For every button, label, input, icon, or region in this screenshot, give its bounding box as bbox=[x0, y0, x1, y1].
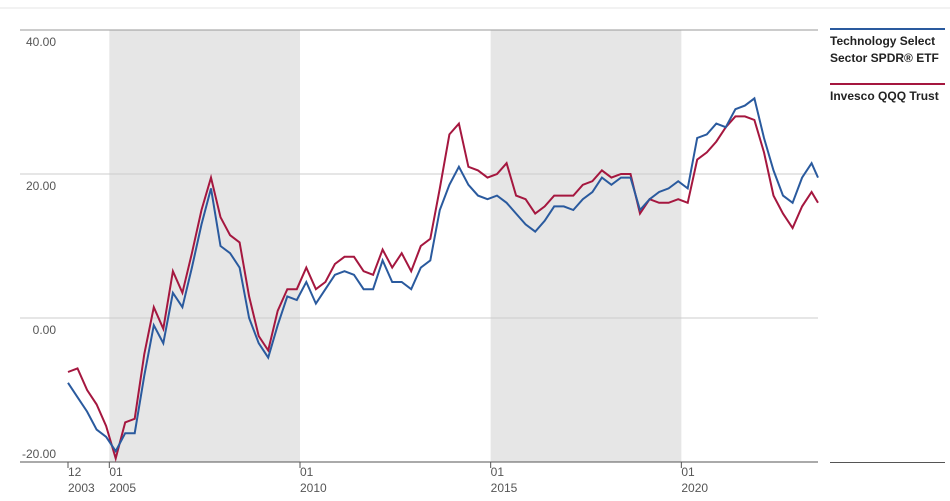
legend-swatch bbox=[830, 28, 945, 30]
legend-label: Technology Select Sector SPDR® ETF bbox=[830, 34, 939, 65]
legend-label: Invesco QQQ Trust bbox=[830, 89, 939, 103]
legend-swatch bbox=[830, 83, 945, 85]
y-tick-label: -20.00 bbox=[22, 447, 56, 461]
y-tick-label: 20.00 bbox=[26, 179, 56, 193]
x-tick-year: 2005 bbox=[109, 481, 136, 495]
x-tick-label: 12 bbox=[68, 465, 82, 479]
y-tick-label: 40.00 bbox=[26, 35, 56, 49]
x-tick-year: 2015 bbox=[491, 481, 518, 495]
legend-rule bbox=[830, 462, 945, 463]
x-tick-year: 2010 bbox=[300, 481, 327, 495]
x-tick-year: 2020 bbox=[681, 481, 708, 495]
x-tick-year: 2003 bbox=[68, 481, 95, 495]
series-line bbox=[67, 115, 819, 463]
x-tick-label: 01 bbox=[109, 465, 123, 479]
series-line bbox=[67, 96, 819, 454]
shaded-band bbox=[490, 30, 682, 462]
x-tick-label: 01 bbox=[681, 465, 695, 479]
x-tick-label: 01 bbox=[300, 465, 314, 479]
y-tick-label: 0.00 bbox=[33, 323, 57, 337]
x-tick-label: 01 bbox=[491, 465, 505, 479]
